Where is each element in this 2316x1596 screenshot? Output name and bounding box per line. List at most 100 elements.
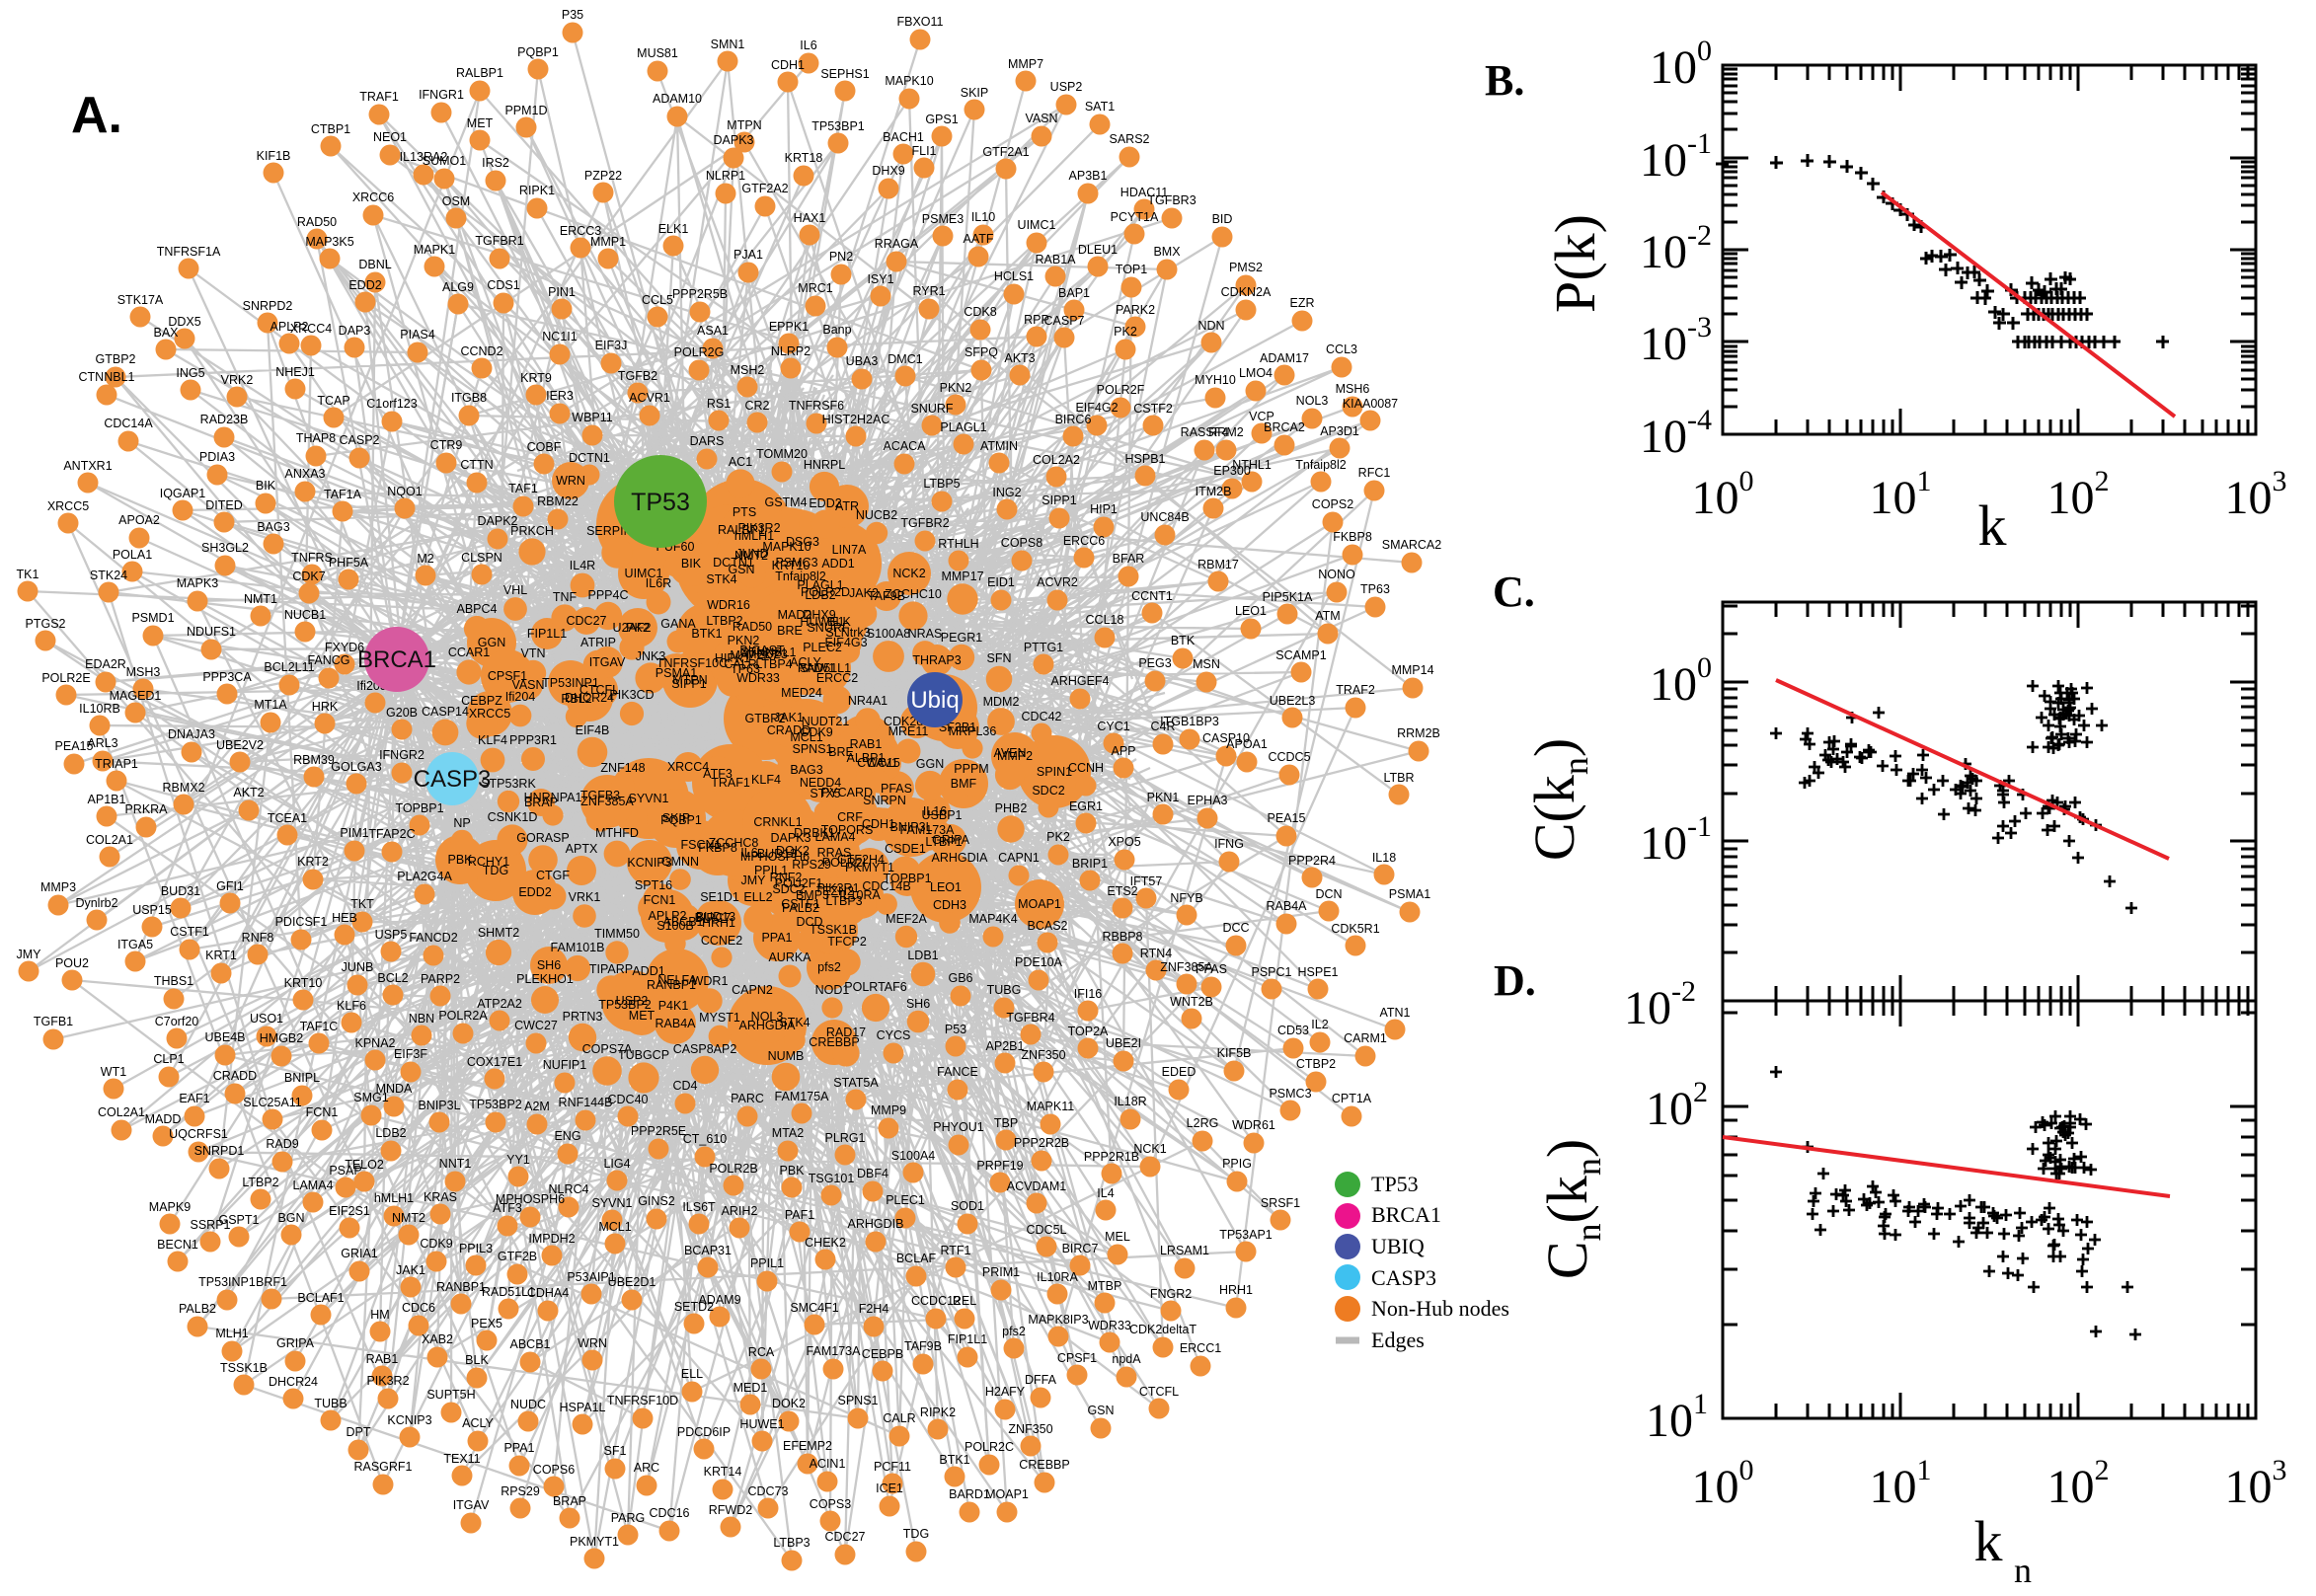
svg-text:S100B: S100B bbox=[656, 919, 694, 933]
svg-text:DAPK2: DAPK2 bbox=[478, 514, 518, 528]
svg-text:EIF3F: EIF3F bbox=[394, 1047, 427, 1061]
svg-text:PEA15: PEA15 bbox=[1268, 811, 1306, 825]
svg-text:DNAJA3: DNAJA3 bbox=[168, 727, 215, 741]
svg-text:NUCB2: NUCB2 bbox=[856, 508, 897, 522]
svg-text:KLF6: KLF6 bbox=[337, 999, 366, 1013]
svg-text:RAD50: RAD50 bbox=[297, 215, 337, 229]
svg-text:PCF11: PCF11 bbox=[874, 1460, 911, 1474]
svg-text:NUMB: NUMB bbox=[768, 1049, 805, 1063]
svg-text:GORASP: GORASP bbox=[516, 831, 570, 845]
svg-text:MRC1: MRC1 bbox=[798, 281, 832, 295]
svg-text:MYST1: MYST1 bbox=[699, 1011, 740, 1025]
svg-text:CSTF1: CSTF1 bbox=[781, 897, 820, 911]
svg-text:DHCR24: DHCR24 bbox=[565, 691, 614, 705]
svg-text:HCLS1: HCLS1 bbox=[994, 269, 1034, 283]
svg-text:NUFIP1: NUFIP1 bbox=[543, 1058, 587, 1072]
svg-text:RBM39: RBM39 bbox=[293, 753, 335, 767]
svg-text:CASP7: CASP7 bbox=[1044, 314, 1085, 328]
svg-text:MT1A: MT1A bbox=[254, 698, 287, 712]
svg-text:MAPK11: MAPK11 bbox=[1027, 1100, 1074, 1113]
svg-text:ACLY: ACLY bbox=[462, 1416, 494, 1430]
svg-text:EIF3J: EIF3J bbox=[595, 339, 628, 352]
svg-text:YY1: YY1 bbox=[506, 1153, 530, 1167]
svg-text:CTTN: CTTN bbox=[460, 458, 493, 472]
svg-text:PPP2R4: PPP2R4 bbox=[1288, 854, 1336, 868]
svg-text:SNRPD2: SNRPD2 bbox=[243, 299, 293, 313]
svg-text:UQCRFS1: UQCRFS1 bbox=[169, 1127, 228, 1141]
svg-text:LTBP1: LTBP1 bbox=[925, 835, 962, 849]
svg-text:PPP2R5E: PPP2R5E bbox=[631, 1124, 686, 1138]
svg-text:MTHFD: MTHFD bbox=[595, 826, 639, 840]
svg-text:ATF3: ATF3 bbox=[703, 767, 733, 781]
svg-text:CDS1: CDS1 bbox=[487, 278, 519, 292]
svg-text:RRM2: RRM2 bbox=[1208, 425, 1243, 439]
svg-text:JUNB: JUNB bbox=[342, 960, 374, 974]
svg-text:POLR2G: POLR2G bbox=[674, 345, 725, 359]
svg-text:CCDC12: CCDC12 bbox=[911, 1294, 961, 1308]
svg-text:CAV1: CAV1 bbox=[867, 756, 898, 770]
svg-text:PAF1: PAF1 bbox=[785, 1208, 814, 1222]
svg-text:ANXA3: ANXA3 bbox=[285, 467, 326, 481]
svg-text:IRS2: IRS2 bbox=[482, 156, 509, 170]
svg-text:KCNIP3: KCNIP3 bbox=[627, 856, 671, 870]
svg-text:Ubiq: Ubiq bbox=[910, 687, 959, 714]
svg-text:PHB2: PHB2 bbox=[995, 801, 1028, 815]
svg-text:PPIL1: PPIL1 bbox=[754, 864, 788, 877]
svg-text:DPT: DPT bbox=[347, 1425, 371, 1439]
svg-text:CDH1: CDH1 bbox=[771, 58, 805, 72]
svg-text:LAMA4: LAMA4 bbox=[293, 1178, 334, 1192]
svg-text:ENG: ENG bbox=[554, 1129, 580, 1143]
svg-text:VTN: VTN bbox=[521, 646, 546, 660]
svg-text:ELL: ELL bbox=[681, 1367, 703, 1381]
svg-text:MMP2: MMP2 bbox=[997, 749, 1033, 763]
svg-text:BMF: BMF bbox=[951, 777, 977, 791]
svg-text:SNRPD1: SNRPD1 bbox=[194, 1144, 245, 1158]
svg-text:NOD1: NOD1 bbox=[815, 983, 850, 997]
svg-text:CASP3: CASP3 bbox=[414, 766, 492, 793]
svg-text:WDR33: WDR33 bbox=[1088, 1319, 1131, 1332]
svg-text:PPIL3: PPIL3 bbox=[459, 1242, 493, 1255]
svg-text:MMP7: MMP7 bbox=[1008, 57, 1043, 71]
svg-text:REL: REL bbox=[953, 1294, 976, 1308]
svg-text:MPHOSPH6: MPHOSPH6 bbox=[740, 850, 810, 864]
svg-text:FCN1: FCN1 bbox=[306, 1105, 339, 1119]
svg-text:SLC25A11: SLC25A11 bbox=[243, 1096, 302, 1109]
svg-text:IL6R: IL6R bbox=[646, 576, 671, 590]
svg-text:BTK: BTK bbox=[1171, 634, 1196, 647]
svg-text:GTF2B: GTF2B bbox=[498, 1250, 537, 1263]
svg-text:ANTXR1: ANTXR1 bbox=[63, 459, 112, 473]
svg-text:TCAP: TCAP bbox=[317, 394, 349, 408]
svg-text:EID1: EID1 bbox=[987, 575, 1015, 589]
svg-text:CASP14: CASP14 bbox=[422, 705, 469, 719]
svg-text:MEF2A: MEF2A bbox=[886, 912, 927, 926]
svg-text:PSAP: PSAP bbox=[329, 1164, 361, 1178]
svg-text:TOP2A: TOP2A bbox=[1068, 1025, 1109, 1038]
svg-text:CCNH: CCNH bbox=[1068, 761, 1104, 775]
svg-text:ING5: ING5 bbox=[176, 366, 204, 380]
svg-text:MLH1: MLH1 bbox=[215, 1327, 248, 1340]
svg-text:ILS6T: ILS6T bbox=[682, 1200, 716, 1214]
svg-text:MTA2: MTA2 bbox=[772, 1126, 804, 1140]
svg-text:TRIAP1: TRIAP1 bbox=[95, 757, 138, 771]
svg-text:POLA1: POLA1 bbox=[113, 548, 152, 562]
svg-text:SAT1: SAT1 bbox=[1085, 100, 1115, 114]
svg-text:CT_610: CT_610 bbox=[683, 1132, 728, 1146]
svg-text:AURKA: AURKA bbox=[768, 950, 811, 964]
svg-text:POU2F1: POU2F1 bbox=[775, 876, 823, 890]
svg-text:SE1D1: SE1D1 bbox=[700, 890, 739, 904]
svg-text:TFAP2C: TFAP2C bbox=[368, 827, 415, 841]
svg-text:ABCB1: ABCB1 bbox=[510, 1337, 551, 1351]
svg-text:NEDD4: NEDD4 bbox=[800, 776, 841, 790]
svg-text:Edges: Edges bbox=[1371, 1328, 1425, 1352]
svg-text:SDC2: SDC2 bbox=[1032, 784, 1064, 798]
svg-text:Dynlrb2: Dynlrb2 bbox=[75, 896, 117, 910]
svg-text:BRE: BRE bbox=[828, 745, 854, 759]
svg-text:HDAC11: HDAC11 bbox=[1120, 186, 1168, 199]
svg-text:APTX: APTX bbox=[566, 842, 598, 856]
svg-text:IL10RA: IL10RA bbox=[1037, 1270, 1078, 1284]
svg-text:PEG3: PEG3 bbox=[1138, 656, 1171, 670]
svg-text:MRE11: MRE11 bbox=[888, 724, 929, 738]
svg-text:GTBP2: GTBP2 bbox=[745, 712, 786, 725]
svg-text:EFEMP2: EFEMP2 bbox=[783, 1439, 832, 1453]
svg-text:BIK: BIK bbox=[681, 557, 702, 570]
